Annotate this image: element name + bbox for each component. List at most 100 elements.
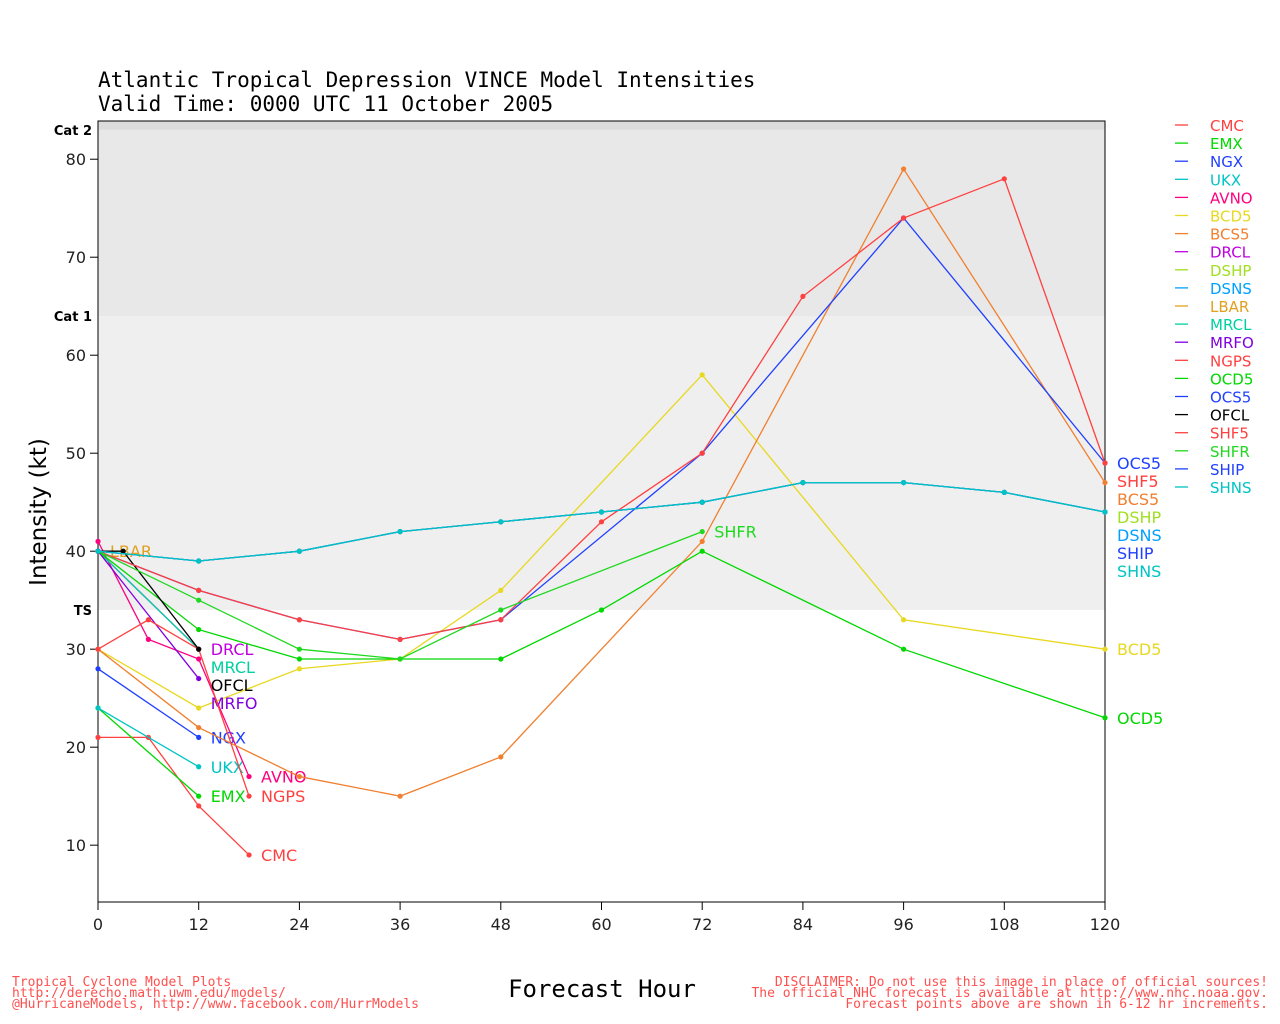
data-point-bcs5 bbox=[498, 754, 504, 760]
y-tick-label: 10 bbox=[66, 836, 86, 855]
legend-entry-shns: SHNS bbox=[1210, 479, 1252, 497]
data-point-shfr bbox=[397, 656, 403, 662]
data-point-ngps bbox=[145, 617, 151, 623]
data-point-ofcl bbox=[196, 646, 202, 652]
end-label-ngps: NGPS bbox=[261, 787, 305, 806]
data-point-shns bbox=[95, 548, 101, 554]
data-point-bcs5 bbox=[397, 793, 403, 799]
band-cat2 bbox=[98, 121, 1105, 130]
data-point-ocd5 bbox=[196, 626, 202, 633]
x-tick-label: 24 bbox=[289, 915, 309, 934]
end-label-ocd5: OCD5 bbox=[1117, 709, 1163, 728]
legend-entry-cmc: CMC bbox=[1210, 117, 1244, 135]
data-point-ocd5 bbox=[598, 607, 605, 613]
data-point-ocd5 bbox=[296, 656, 302, 662]
x-tick-label: 84 bbox=[793, 915, 813, 934]
data-point-shns bbox=[196, 558, 202, 564]
series-line-bcs5 bbox=[97, 167, 1106, 797]
data-point-shfr bbox=[699, 528, 705, 535]
data-point-ukx bbox=[95, 705, 101, 711]
end-label-ocs5: OCS5 bbox=[1117, 454, 1161, 473]
data-point-cmc bbox=[196, 803, 202, 809]
legend-entry-ngps: NGPS bbox=[1210, 352, 1251, 370]
x-tick-label: 12 bbox=[189, 915, 209, 934]
legend-entry-shf5: SHF5 bbox=[1210, 425, 1249, 443]
data-point-ofcl bbox=[120, 548, 126, 554]
series-line-cmc bbox=[98, 736, 250, 856]
band-ts bbox=[98, 316, 1105, 610]
y-tick-label: 20 bbox=[66, 738, 86, 757]
series-line-mrfo bbox=[97, 550, 200, 679]
end-label-avno: AVNO bbox=[261, 768, 306, 787]
x-tick-label: 36 bbox=[390, 915, 410, 934]
footer-right-line: DISCLAIMER: Do not use this image in pla… bbox=[774, 975, 1268, 990]
data-point-shns bbox=[498, 519, 504, 525]
y-tick-label: 30 bbox=[66, 640, 86, 659]
data-point-shf5 bbox=[498, 617, 504, 623]
legend-entry-bcs5: BCS5 bbox=[1210, 226, 1250, 244]
data-point-ngx bbox=[95, 666, 101, 672]
data-point-bcs5 bbox=[296, 773, 302, 780]
end-label-cmc: CMC bbox=[261, 846, 297, 865]
band-label: Cat 2 bbox=[54, 124, 92, 139]
legend-entry-ship: SHIP bbox=[1210, 461, 1244, 479]
legend-entry-bcd5: BCD5 bbox=[1210, 208, 1252, 226]
data-point-ngps bbox=[95, 646, 101, 652]
end-label-ship: SHIP bbox=[1117, 544, 1154, 563]
x-tick-label: 120 bbox=[1090, 915, 1121, 934]
data-point-shns bbox=[397, 528, 403, 535]
end-label-dsns: DSNS bbox=[1117, 526, 1162, 545]
data-point-bcs5 bbox=[901, 166, 907, 172]
legend-entry-shfr: SHFR bbox=[1210, 443, 1250, 461]
data-point-shns bbox=[901, 479, 907, 486]
footer-right-line: The official NHC forecast is available a… bbox=[751, 986, 1268, 1001]
end-label-drcl: DRCL bbox=[211, 640, 254, 659]
data-point-bcd5 bbox=[498, 587, 504, 593]
x-tick-label: 108 bbox=[989, 915, 1020, 934]
data-point-ngx bbox=[196, 734, 202, 740]
end-label-ngx: NGX bbox=[211, 728, 246, 747]
data-point-shfr bbox=[296, 646, 302, 652]
y-tick-label: 60 bbox=[66, 346, 86, 365]
data-point-shns bbox=[800, 479, 806, 486]
data-point-shf5 bbox=[800, 293, 806, 300]
data-point-ocd5 bbox=[699, 548, 705, 554]
data-point-bcs5 bbox=[196, 724, 202, 731]
legend-entry-mrfo: MRFO bbox=[1210, 334, 1254, 352]
data-point-shf5 bbox=[1001, 176, 1007, 182]
x-tick-label: 72 bbox=[692, 915, 712, 934]
x-tick-label: 0 bbox=[93, 915, 103, 934]
legend-entry-ocd5: OCD5 bbox=[1210, 370, 1253, 388]
legend-entry-drcl: DRCL bbox=[1210, 244, 1251, 262]
end-label-bcd5: BCD5 bbox=[1117, 640, 1161, 659]
legend-entry-ngx: NGX bbox=[1210, 153, 1243, 171]
y-tick-label: 80 bbox=[66, 150, 86, 169]
data-point-bcd5 bbox=[1102, 646, 1108, 652]
x-tick-label: 96 bbox=[893, 915, 913, 934]
data-point-bcd5 bbox=[901, 617, 907, 623]
y-tick-label: 70 bbox=[66, 248, 86, 267]
y-tick-label: 40 bbox=[66, 542, 86, 561]
end-label-bcs5: BCS5 bbox=[1117, 490, 1159, 509]
data-point-bcd5 bbox=[699, 372, 705, 378]
data-point-avno bbox=[196, 656, 202, 662]
data-point-shf5 bbox=[598, 519, 605, 525]
data-point-shf5 bbox=[397, 636, 403, 642]
data-point-shf5 bbox=[196, 587, 202, 593]
end-label-lbar: LBAR bbox=[110, 542, 152, 561]
end-label-dshp: DSHP bbox=[1117, 508, 1162, 527]
legend-entry-ocs5: OCS5 bbox=[1210, 389, 1251, 407]
series-line-shfr bbox=[97, 530, 703, 660]
legend-entry-dshp: DSHP bbox=[1210, 262, 1251, 280]
data-point-shns bbox=[1001, 489, 1007, 495]
legend-entry-lbar: LBAR bbox=[1210, 298, 1249, 316]
legend-entry-emx: EMX bbox=[1210, 135, 1243, 153]
end-label-shns: SHNS bbox=[1117, 562, 1161, 581]
x-tick-label: 48 bbox=[491, 915, 511, 934]
data-point-bcs5 bbox=[699, 538, 705, 544]
series-line-bcd5 bbox=[97, 373, 1106, 709]
chart-subtitle: Valid Time: 0000 UTC 11 October 2005 bbox=[98, 92, 553, 116]
data-point-emx bbox=[196, 793, 202, 799]
end-label-shf5: SHF5 bbox=[1117, 472, 1159, 491]
